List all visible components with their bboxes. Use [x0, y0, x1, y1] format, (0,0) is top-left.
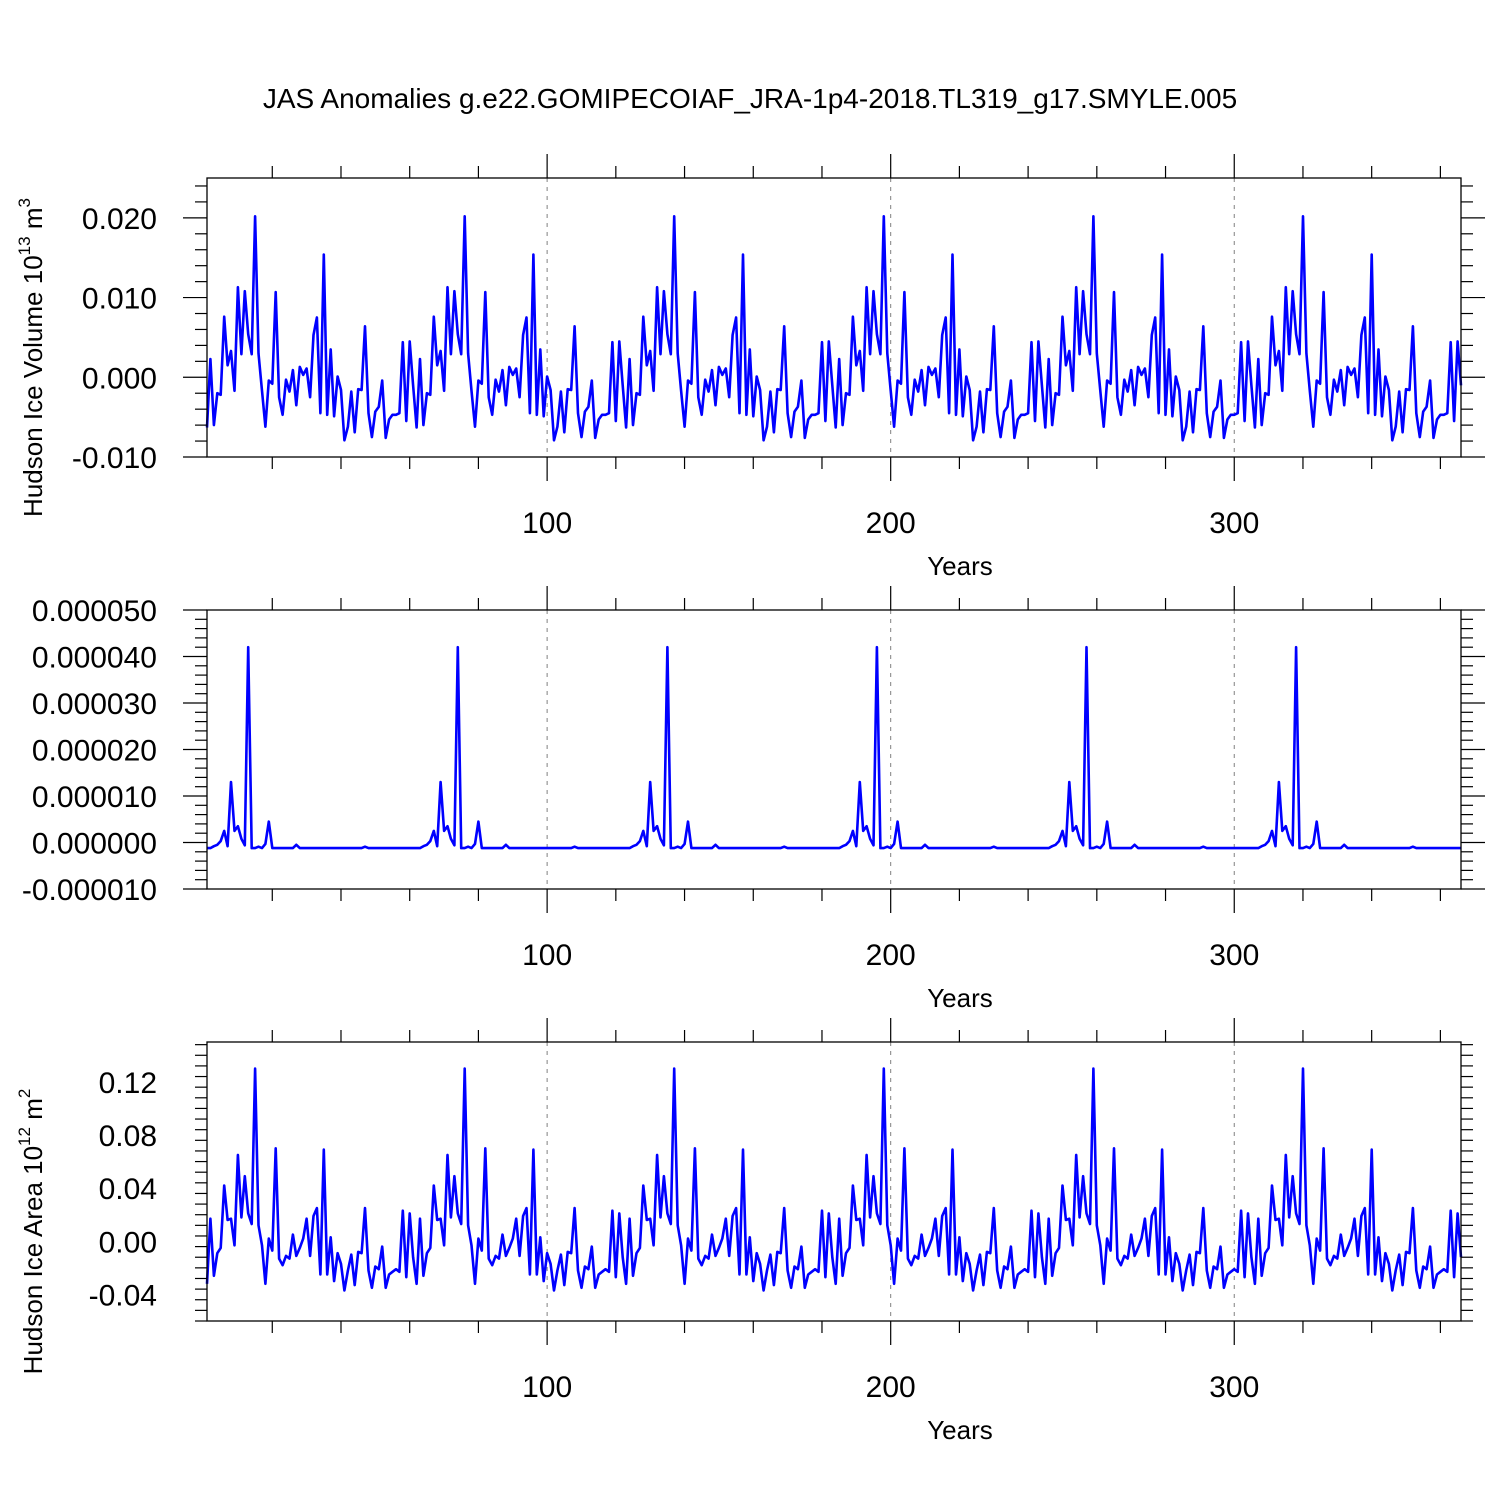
series-line-area [205, 1067, 1463, 1292]
y-tick-label: 0.00 [99, 1226, 157, 1259]
x-axis-title: Years [927, 1415, 993, 1445]
x-tick-label: 100 [522, 507, 572, 540]
series-line-volume [205, 215, 1463, 442]
series-line-unknown [207, 645, 1461, 850]
y-tick-label: 0.12 [99, 1067, 157, 1100]
x-axis-title: Years [927, 983, 993, 1013]
plot-frame [206, 177, 1462, 458]
x-tick-label: 200 [866, 1371, 916, 1404]
plot-frame [206, 1041, 1462, 1322]
x-tick-label: 300 [1209, 939, 1259, 972]
x-tick-label: 100 [522, 939, 572, 972]
x-tick-label: 200 [866, 507, 916, 540]
panel-2: 100 200 300 -0.000010 0.000000 0.000010 0.0000… [22, 586, 1485, 1013]
panel-1: 100 200 300 -0.010 0.000 0.010 0.020 Years Hudso… [15, 154, 1485, 581]
y-tick-label: 0.000000 [32, 828, 157, 861]
y-tick-label: -0.000010 [22, 874, 157, 907]
x-axis-title: Years [927, 551, 993, 581]
x-tick-label: 100 [522, 1371, 572, 1404]
y-tick-label: 0.08 [99, 1120, 157, 1153]
y-tick-label: -0.010 [72, 442, 157, 475]
y-tick-label: 0.000050 [32, 595, 157, 628]
y-axis-title: Hudson Ice Area 1012 m2 [15, 1089, 48, 1375]
y-tick-label: 0.000020 [32, 735, 157, 768]
y-axis-title: Hudson Ice Volume 1013 m3 [15, 198, 48, 517]
y-tick-label: 0.000030 [32, 688, 157, 721]
panel-3: 100 200 300 -0.04 0.00 0.04 0.08 0.12 Years Hudso… [15, 1018, 1473, 1445]
panels: 100 200 300 -0.010 0.000 0.010 0.020 Years Hudso… [15, 154, 1485, 1445]
y-tick-label: 0.020 [82, 203, 157, 236]
y-tick-label: 0.000040 [32, 642, 157, 675]
x-tick-label: 200 [866, 939, 916, 972]
y-tick-label: 0.010 [82, 283, 157, 316]
y-tick-label: 0.000010 [32, 781, 157, 814]
figure-title: JAS Anomalies g.e22.GOMIPECOIAF_JRA-1p4-… [263, 83, 1237, 114]
x-tick-label: 300 [1209, 507, 1259, 540]
x-tick-label: 300 [1209, 1371, 1259, 1404]
y-tick-label: 0.04 [99, 1173, 157, 1206]
y-tick-label: 0.000 [82, 362, 157, 395]
y-tick-label: -0.04 [89, 1279, 157, 1312]
